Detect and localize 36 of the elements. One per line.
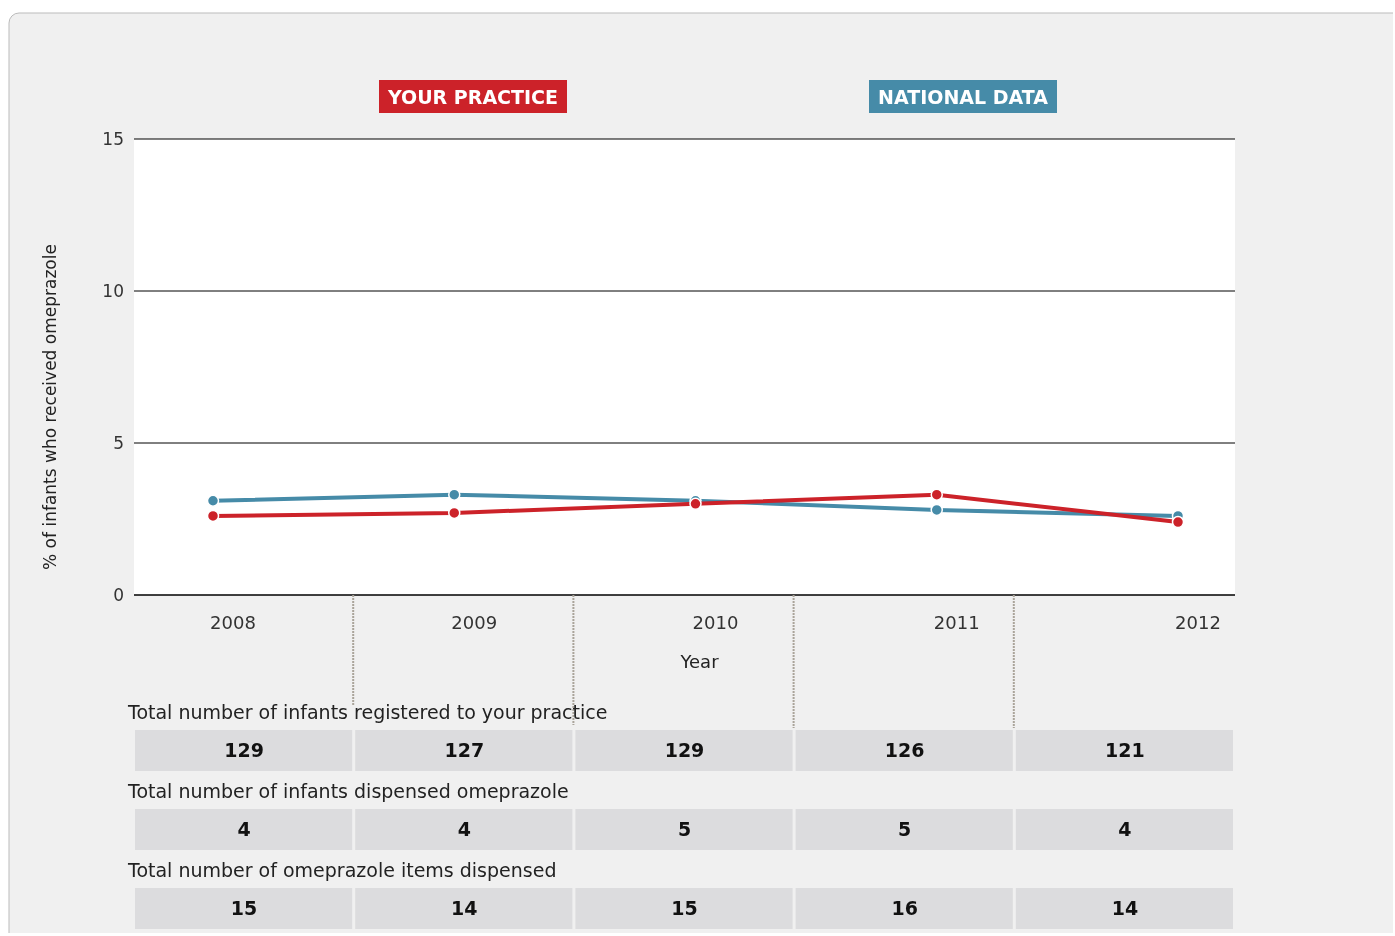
text: NATIONAL DATA [878,85,1049,108]
y-axis-title: % of infants who received omeprazole [40,244,60,570]
text: 14 [1111,896,1139,919]
x-tick-label: 2009 [451,612,498,634]
text: 15 [230,896,258,919]
point [206,494,220,508]
text: 15 [671,896,698,919]
x-axis-title: Year [679,651,720,673]
text: 5 [898,817,912,840]
x-tick-label: 2008 [210,612,256,634]
point [1171,515,1185,529]
point [448,506,461,520]
x-tick-label: 2011 [933,612,980,634]
y-tick-label: 15 [102,128,124,149]
text: Total number of infants dispensed omeprazole [127,779,569,802]
x-tick-label: 2012 [1175,612,1221,634]
text: 14 [451,896,478,919]
y-tick-label: 5 [113,432,124,453]
text: 121 [1105,738,1145,761]
text: YOUR PRACTICE [386,85,559,108]
y-tick-label: 0 [113,584,124,605]
text: 5 [677,817,692,840]
text: 4 [1118,817,1132,840]
y-tick-label: 10 [102,280,124,301]
text: 129 [224,738,264,761]
point [206,509,220,523]
text: 126 [884,738,925,761]
text: Total number of infants registered to your practice [127,700,608,723]
text: 4 [457,817,471,840]
text: 129 [664,738,705,761]
text: 4 [237,817,251,840]
x-tick-label: 2010 [692,612,739,634]
point [930,503,943,517]
text: 16 [891,896,918,919]
text: Total number of omeprazole items dispensed [127,858,557,881]
text: 127 [444,738,485,761]
